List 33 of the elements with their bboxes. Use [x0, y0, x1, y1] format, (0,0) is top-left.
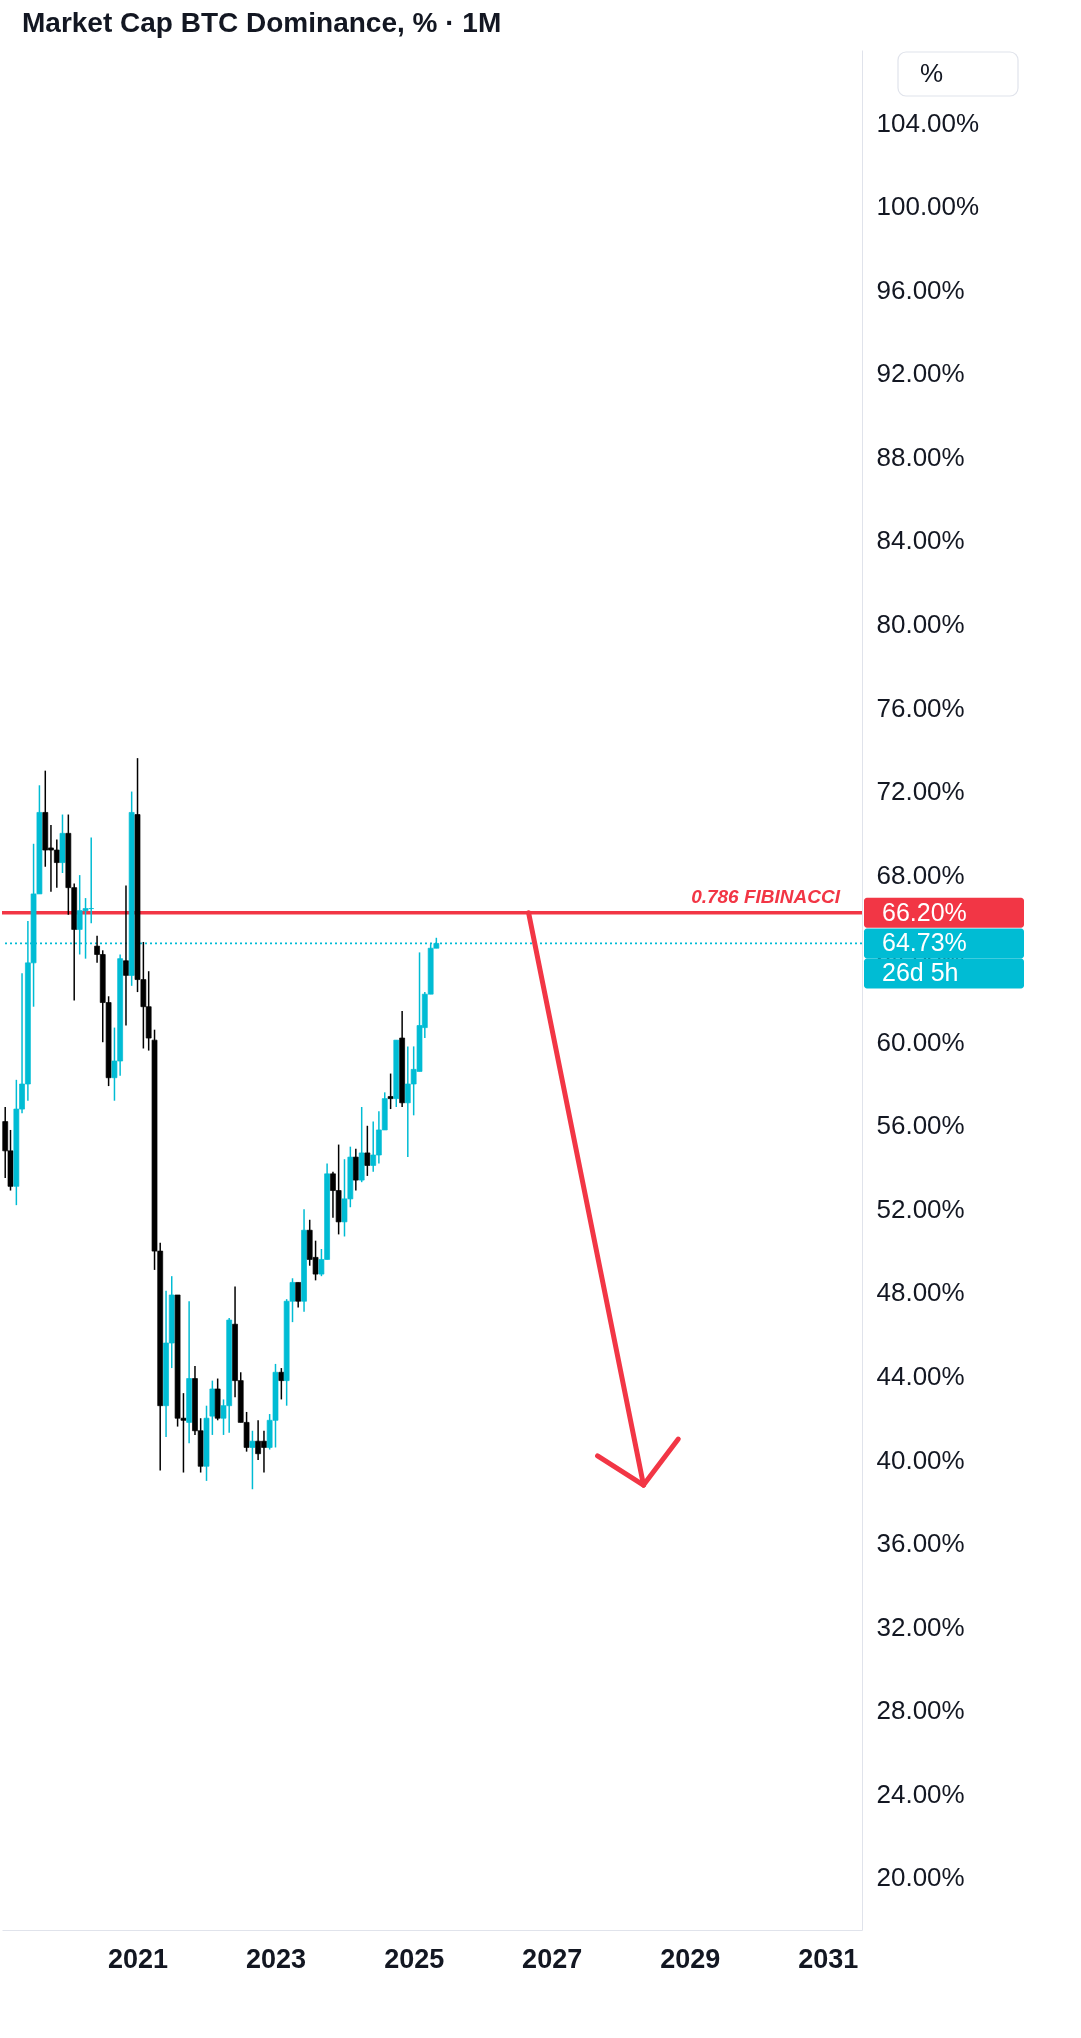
x-tick-label: 2031: [798, 1943, 859, 1974]
y-tick-label: 96.00%: [876, 274, 965, 305]
x-tick-label: 2029: [660, 1943, 721, 1974]
y-tick-label: 24.00%: [876, 1778, 965, 1809]
ref-line-label: 0.786 FIBINACCI: [691, 885, 841, 907]
y-tick-label: 52.00%: [876, 1193, 965, 1224]
x-tick-label: 2025: [384, 1943, 445, 1974]
y-tick-label: 48.00%: [876, 1277, 965, 1308]
y-tick-label: 36.00%: [876, 1528, 965, 1559]
text: 26d 5h: [882, 958, 959, 987]
y-tick-label: 88.00%: [876, 441, 965, 472]
x-tick-label: 2023: [245, 1943, 307, 1974]
chart-title: Market Cap BTC Dominance, % · 1M: [22, 7, 502, 38]
y-tick-label: 60.00%: [876, 1026, 965, 1057]
y-tick-label: 100.00%: [876, 191, 980, 222]
y-tick-label: 84.00%: [876, 525, 965, 556]
y-tick-label: 28.00%: [876, 1695, 965, 1726]
text: %: [920, 58, 944, 88]
y-tick-label: 44.00%: [876, 1360, 965, 1391]
y-tick-label: 92.00%: [876, 358, 965, 389]
y-tick-label: 68.00%: [876, 859, 965, 890]
y-tick-label: 76.00%: [876, 692, 965, 723]
x-tick-label: 2021: [107, 1943, 169, 1974]
y-tick-label: 20.00%: [876, 1862, 965, 1893]
y-tick-label: 72.00%: [876, 776, 965, 807]
y-tick-label: 56.00%: [876, 1110, 965, 1141]
y-tick-label: 32.00%: [876, 1611, 965, 1642]
y-tick-label: 104.00%: [876, 107, 980, 138]
text: 64.73%: [882, 928, 967, 957]
x-tick-label: 2027: [522, 1943, 583, 1974]
y-tick-label: 40.00%: [876, 1444, 965, 1475]
text: 66.20%: [882, 897, 967, 926]
y-tick-label: 80.00%: [876, 608, 965, 639]
